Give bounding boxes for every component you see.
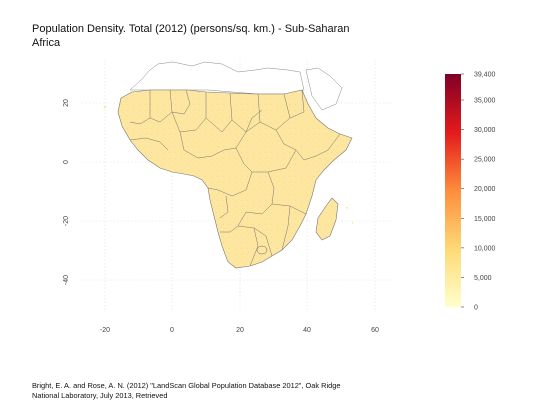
legend-tick-label: 5,000 (474, 275, 492, 282)
legend-tick-label: 15,000 (474, 216, 496, 223)
north-africa-outline (129, 61, 343, 111)
y-axis-ticks: 20 0 -20 -40 (63, 99, 70, 285)
x-tick: 20 (236, 327, 244, 334)
legend-tick-label: 20,000 (474, 186, 496, 193)
x-tick: 0 (170, 327, 174, 334)
x-tick: -20 (100, 327, 110, 334)
legend-tick-label: 0 (474, 305, 478, 312)
x-tick: 40 (303, 327, 311, 334)
country-borders (129, 89, 341, 267)
legend-tick-label: 35,000 (474, 98, 496, 105)
data-source-credit: Bright, E. A. and Rose, A. N. (2012) "La… (32, 381, 341, 400)
islands (104, 106, 354, 224)
x-axis-ticks: -20 0 20 40 60 (100, 327, 379, 334)
map-title: Population Density. Total (2012) (person… (32, 23, 350, 49)
madagascar-region (315, 197, 339, 241)
legend-tick-label: 10,000 (474, 245, 496, 252)
y-tick: -20 (63, 216, 70, 226)
sub-saharan-africa-region (117, 89, 353, 269)
legend-tick-label: 25,000 (474, 157, 496, 164)
y-tick: -40 (63, 275, 70, 285)
lesotho-border (256, 245, 268, 255)
color-scale-bar (445, 74, 461, 307)
color-scale-legend: 39,400 35,000 30,000 25,000 20,000 15,000 10,0… (445, 72, 496, 312)
y-tick: 0 (63, 160, 70, 164)
y-tick: 20 (63, 99, 70, 107)
legend-tick-label: 30,000 (474, 127, 496, 134)
legend-tick-label: 39,400 (474, 72, 496, 79)
x-tick: 60 (371, 327, 379, 334)
